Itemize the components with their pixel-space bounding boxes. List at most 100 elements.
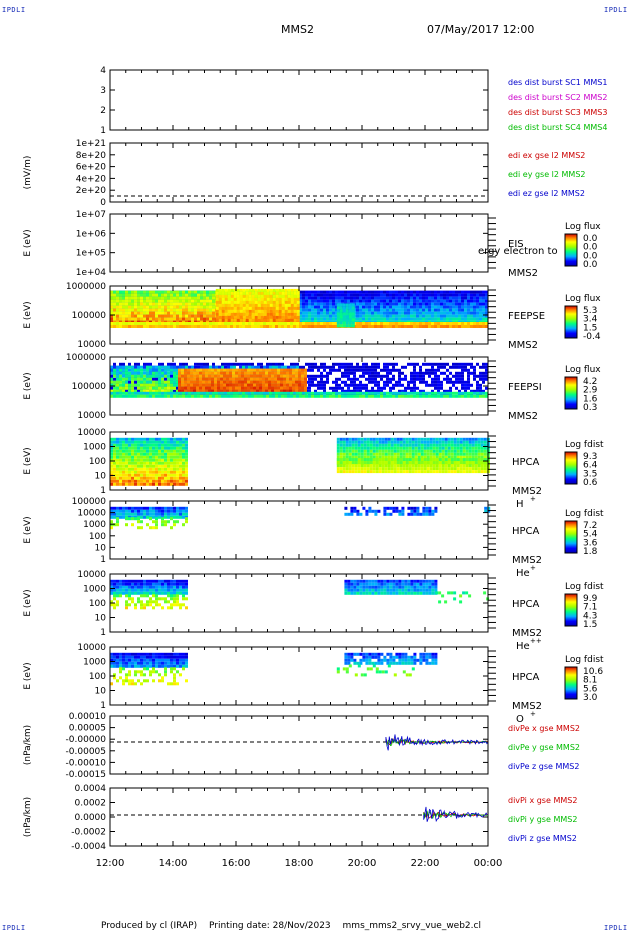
spectrogram-cell [164,293,167,297]
spectrogram-cell [158,299,161,303]
spectrogram-cell [434,380,437,384]
spectrogram-cell [176,305,179,309]
spectrogram-cell [338,377,341,381]
spectrogram-cell [113,311,116,315]
spectrogram-cell [232,371,235,375]
spectrogram-cell [431,368,434,372]
spectrogram-cell [266,288,270,292]
spectrogram-cell [125,391,128,395]
spectrogram-cell [173,389,176,393]
spectrogram-cell [356,290,359,294]
spectrogram-cell [308,308,311,312]
spectrogram-cell [389,314,392,318]
spectrogram-cell [365,299,368,303]
spectrogram-cell [383,296,386,300]
spectrogram-cell [293,318,297,322]
spectrogram-cell [277,380,280,384]
spectrogram-cell [217,386,220,390]
spectrogram-cell [229,371,232,375]
spectrogram-cell [389,290,392,294]
spectrogram-cell [155,365,158,369]
spectrogram-cell [256,371,259,375]
spectrogram-cell [226,371,229,375]
spectrogram-cell [259,371,262,375]
spectrogram-cell [152,394,155,398]
spectrogram-cell [182,290,185,294]
spectrogram-cell [272,325,275,328]
spectrogram-cell [407,362,410,366]
spectrogram-cell [339,303,343,307]
spectrogram-cell [386,305,389,309]
spectrogram-cell [339,306,343,310]
spectrogram-cell [131,386,134,390]
spectrogram-cell [146,308,149,312]
spectrogram-cell [290,325,293,328]
spectrogram-cell [422,362,425,366]
spectrogram-cell [392,296,395,300]
spectrogram-cell [407,317,410,321]
spectrogram-cell [395,383,398,387]
spectrogram-cell [230,300,234,304]
spectrogram-cell [271,386,274,390]
spectrogram-cell [326,365,329,369]
spectrogram-cell [419,314,422,318]
y-tick-label: 1e+05 [76,249,106,259]
spectrogram-cell [440,305,443,309]
spectrogram-cell [185,322,188,325]
spectrogram-cell [339,324,343,328]
spectrogram-cell [461,371,464,375]
spectrogram-cell [203,325,206,328]
spectrogram-cell [218,303,222,307]
spectrogram-cell [449,371,452,375]
spectrogram-cell [229,377,232,381]
spectrogram-cell [467,296,470,300]
spectrogram-cell [410,290,413,294]
spectrogram-cell [167,305,170,309]
spacecraft-label: MMS2 [508,340,538,351]
spectrogram-cell [359,293,362,297]
spectrogram-cell [464,293,467,297]
spectrogram-cell [461,299,464,303]
spectrogram-cell [368,365,371,369]
spectrogram-cell [200,314,203,318]
spectrogram-cell [245,294,249,298]
spectrogram-cell [365,296,368,300]
spectrogram-cell [482,317,485,321]
spectrogram-cell [473,314,476,318]
spectrogram-cell [326,299,329,303]
spectrogram-cell [155,377,158,381]
spectrogram-cell [271,380,274,384]
spectrogram-cell [253,383,256,387]
spectrogram-cell [152,308,155,312]
spectrogram-cell [356,365,359,369]
colorbar-title: Log flux [565,294,601,304]
spectrogram-cell [482,293,485,297]
spectrogram-cell [208,374,211,378]
spectrogram-cell [280,386,283,390]
spectrogram-cell [217,374,220,378]
spectrogram-cell [122,325,125,328]
spectrogram-cell [155,308,158,312]
spectrogram-cell [368,377,371,381]
spectrogram-cell [137,386,140,390]
spectrogram-cell [329,305,332,309]
spectrogram-cell [392,325,395,328]
spectrogram-cell [386,308,389,312]
spectrogram-cell [332,293,335,297]
spectrogram-cell [280,389,283,393]
spectrogram-cell [164,374,167,378]
spectrogram-cell [422,317,425,321]
spectrogram-cell [203,299,206,303]
spectrogram-cell [256,383,259,387]
spectrogram-cell [296,362,299,366]
spectrogram-cell [371,380,374,384]
spectrogram-cell [305,317,308,321]
spectrogram-cell [149,290,152,294]
spectrogram-cell [317,365,320,369]
spectrogram-cell [342,312,346,316]
spectrogram-cell [170,290,173,294]
spectrogram-cell [190,380,193,384]
spectrogram-cell [244,380,247,384]
spectrogram-cell [143,394,146,398]
spectrogram-cell [298,386,301,390]
